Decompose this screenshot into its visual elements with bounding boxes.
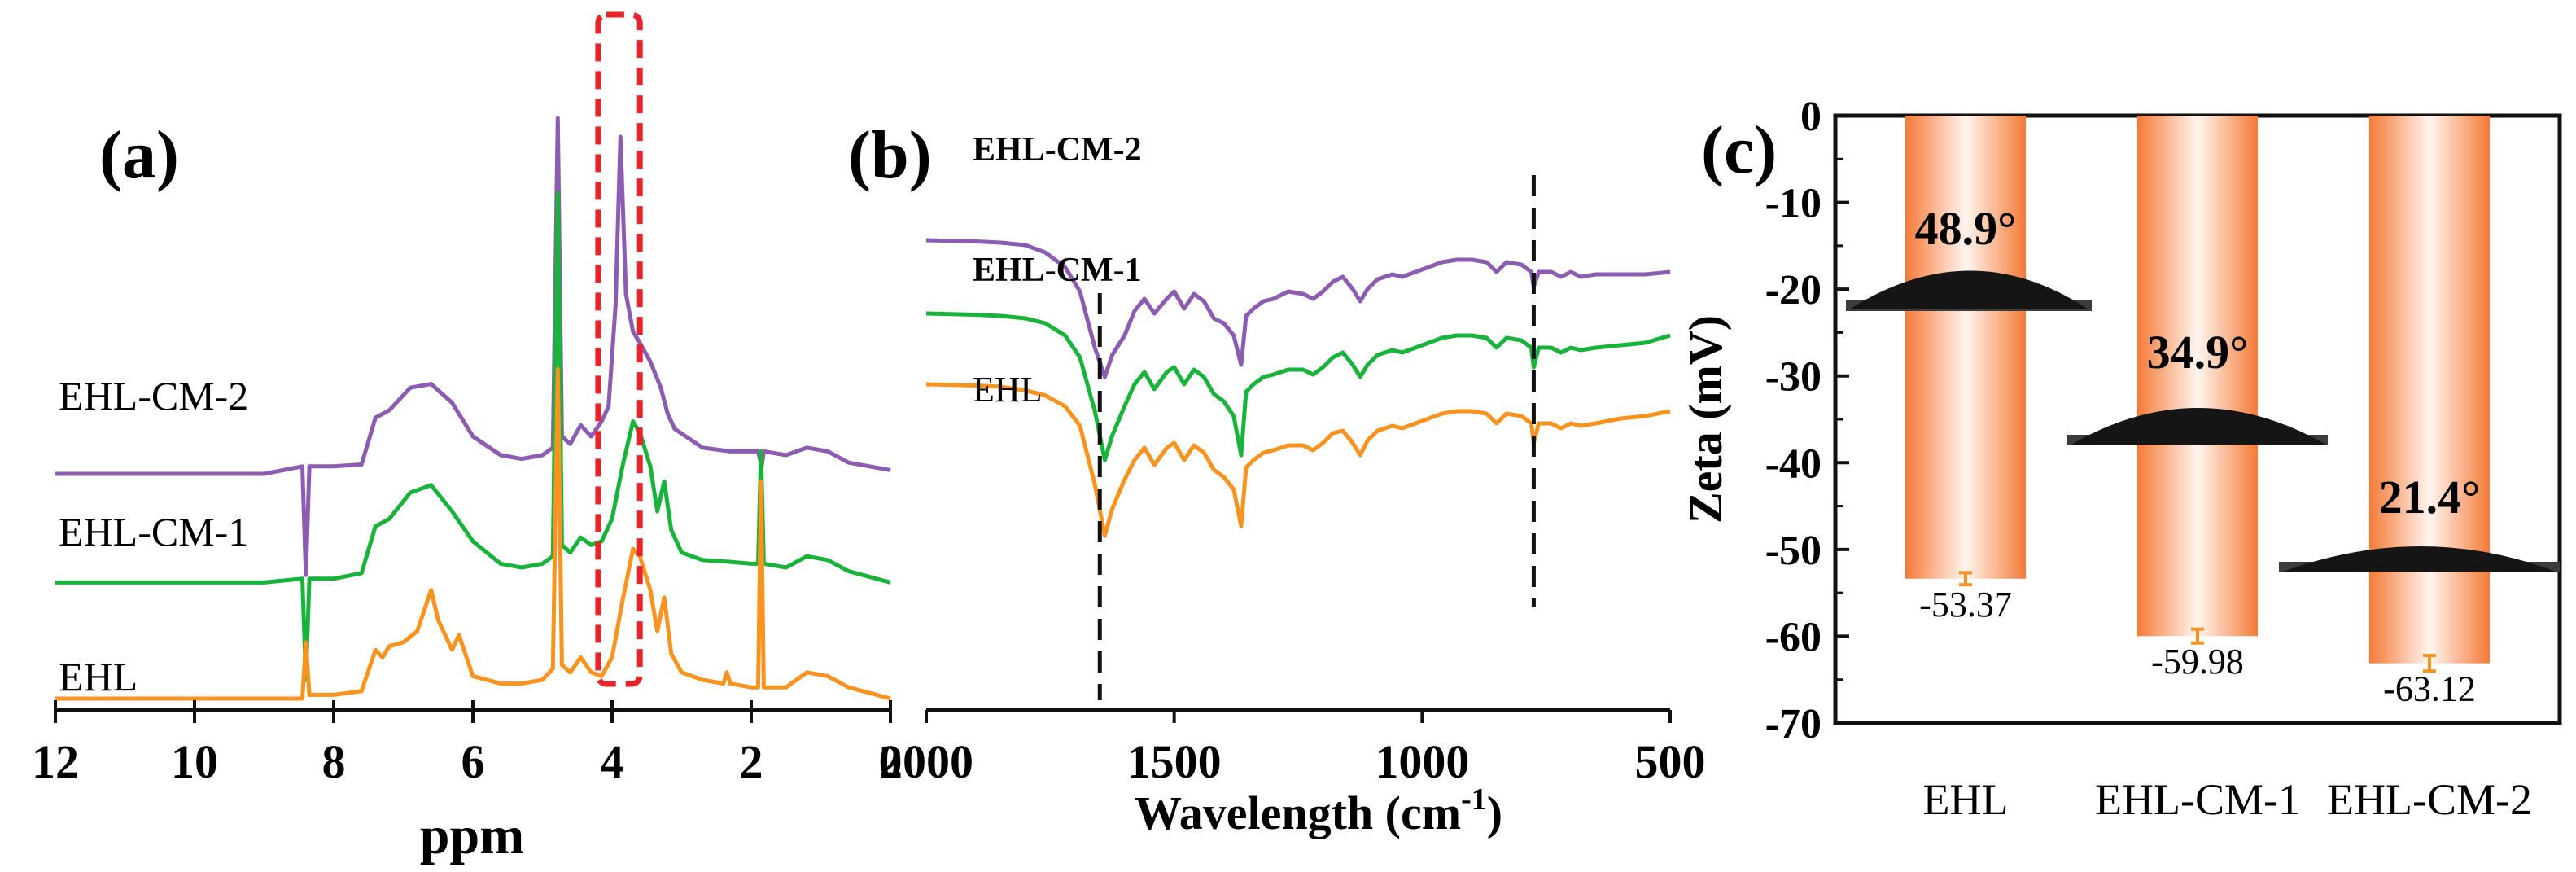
x-tick-label: 500	[1635, 735, 1706, 788]
x-tick-label: 6	[461, 735, 485, 788]
x-axis-title: ppm	[420, 806, 524, 865]
legend-label-ehl-cm-1: EHL-CM-1	[973, 252, 1142, 289]
y-tick-label: -70	[1765, 701, 1822, 747]
series-line-ehl	[55, 366, 891, 701]
water-droplet	[1849, 270, 2088, 309]
y-tick-label: -60	[1765, 614, 1822, 660]
x-axis-title: Wavelength (cm-1)	[1135, 782, 1502, 839]
panel-label: (c)	[1701, 112, 1777, 188]
highlight-box	[595, 11, 643, 687]
contact-angle-value: 48.9°	[1915, 202, 2017, 255]
y-ticks: 0 -10 -20 -30 -40 -50 -60 -70	[1765, 94, 1849, 747]
contact-angle-value: 21.4°	[2379, 471, 2481, 524]
x-tick-label: 1500	[1127, 735, 1222, 788]
x-tick-label: 4	[601, 735, 624, 788]
contact-angle-value: 34.9°	[2147, 326, 2249, 379]
contact-angle-ehl: 48.9°	[1846, 202, 2092, 311]
bar-value-label: -59.98	[2151, 642, 2244, 681]
legend-label-ehl-cm-2: EHL-CM-2	[973, 131, 1142, 169]
x-tick-label: 2	[740, 735, 763, 788]
x-ticks: 12 10 8 6 4 2 0	[32, 700, 903, 788]
x-axis-title-main: Wavelength (cm	[1135, 787, 1461, 839]
panel-b: 2000 1500 1000 500 (b) Wavelength (cm-1) EH…	[848, 117, 1706, 839]
category-label-ehl: EHL	[1923, 775, 2009, 824]
y-axis-title: Zeta (mV)	[1679, 315, 1732, 524]
y-tick-label: 0	[1800, 94, 1822, 140]
contact-angle-ehl-cm-2: 21.4°	[2279, 471, 2560, 572]
legend-label-ehl-cm-2: EHL-CM-2	[59, 373, 248, 418]
bar-ehl-cm-1	[2137, 116, 2258, 637]
series-line-ehl-cm-2	[55, 116, 891, 577]
y-tick-label: -10	[1765, 181, 1822, 227]
y-tick-label: -50	[1765, 528, 1822, 574]
x-tick-label: 12	[32, 735, 79, 788]
bar-value-label: -63.12	[2383, 669, 2476, 709]
series-line-ehl	[925, 382, 1671, 538]
water-droplet	[2071, 408, 2326, 445]
category-label-ehl-cm-2: EHL-CM-2	[2327, 775, 2532, 824]
y-tick-label: -30	[1765, 354, 1822, 401]
contact-angle-ehl-cm-1: 34.9°	[2067, 326, 2328, 445]
x-tick-label: 0	[879, 735, 903, 788]
legend-label-ehl-cm-1: EHL-CM-1	[59, 509, 248, 554]
x-axis-title-sup: -1	[1461, 782, 1487, 817]
bar-ehl-cm-2	[2369, 116, 2490, 664]
x-axis-title-tail: )	[1487, 787, 1502, 839]
bars-group: -53.37 -59.98 -63.12	[1905, 116, 2490, 709]
panel-c: 0 -10 -20 -30 -40 -50 -60 -70 -53.37 -59.98 -63.1…	[1679, 94, 2562, 824]
bar-ehl	[1905, 116, 2026, 579]
legend-label-ehl: EHL	[59, 654, 138, 699]
nmr-series-group	[55, 116, 891, 701]
y-tick-label: -20	[1765, 267, 1822, 313]
x-tick-label: 2000	[879, 735, 973, 788]
category-label-ehl-cm-1: EHL-CM-1	[2095, 775, 2300, 824]
x-tick-label: 1000	[1375, 735, 1469, 788]
water-droplet	[2283, 546, 2556, 572]
x-ticks: 2000 1500 1000 500	[879, 710, 1706, 788]
bar-value-label: -53.37	[1919, 585, 2012, 624]
x-tick-label: 8	[322, 735, 346, 788]
dashed-markers	[1097, 175, 1536, 700]
legend-label-ehl: EHL	[973, 370, 1043, 410]
panel-a: 12 10 8 6 4 2 0 (a) ppm EHL-CM-2 EHL-CM-1 EHL	[32, 11, 903, 865]
panel-label: (a)	[99, 117, 179, 193]
panel-label: (b)	[848, 117, 932, 193]
y-tick-label: -40	[1765, 440, 1822, 487]
x-tick-label: 10	[171, 735, 218, 788]
